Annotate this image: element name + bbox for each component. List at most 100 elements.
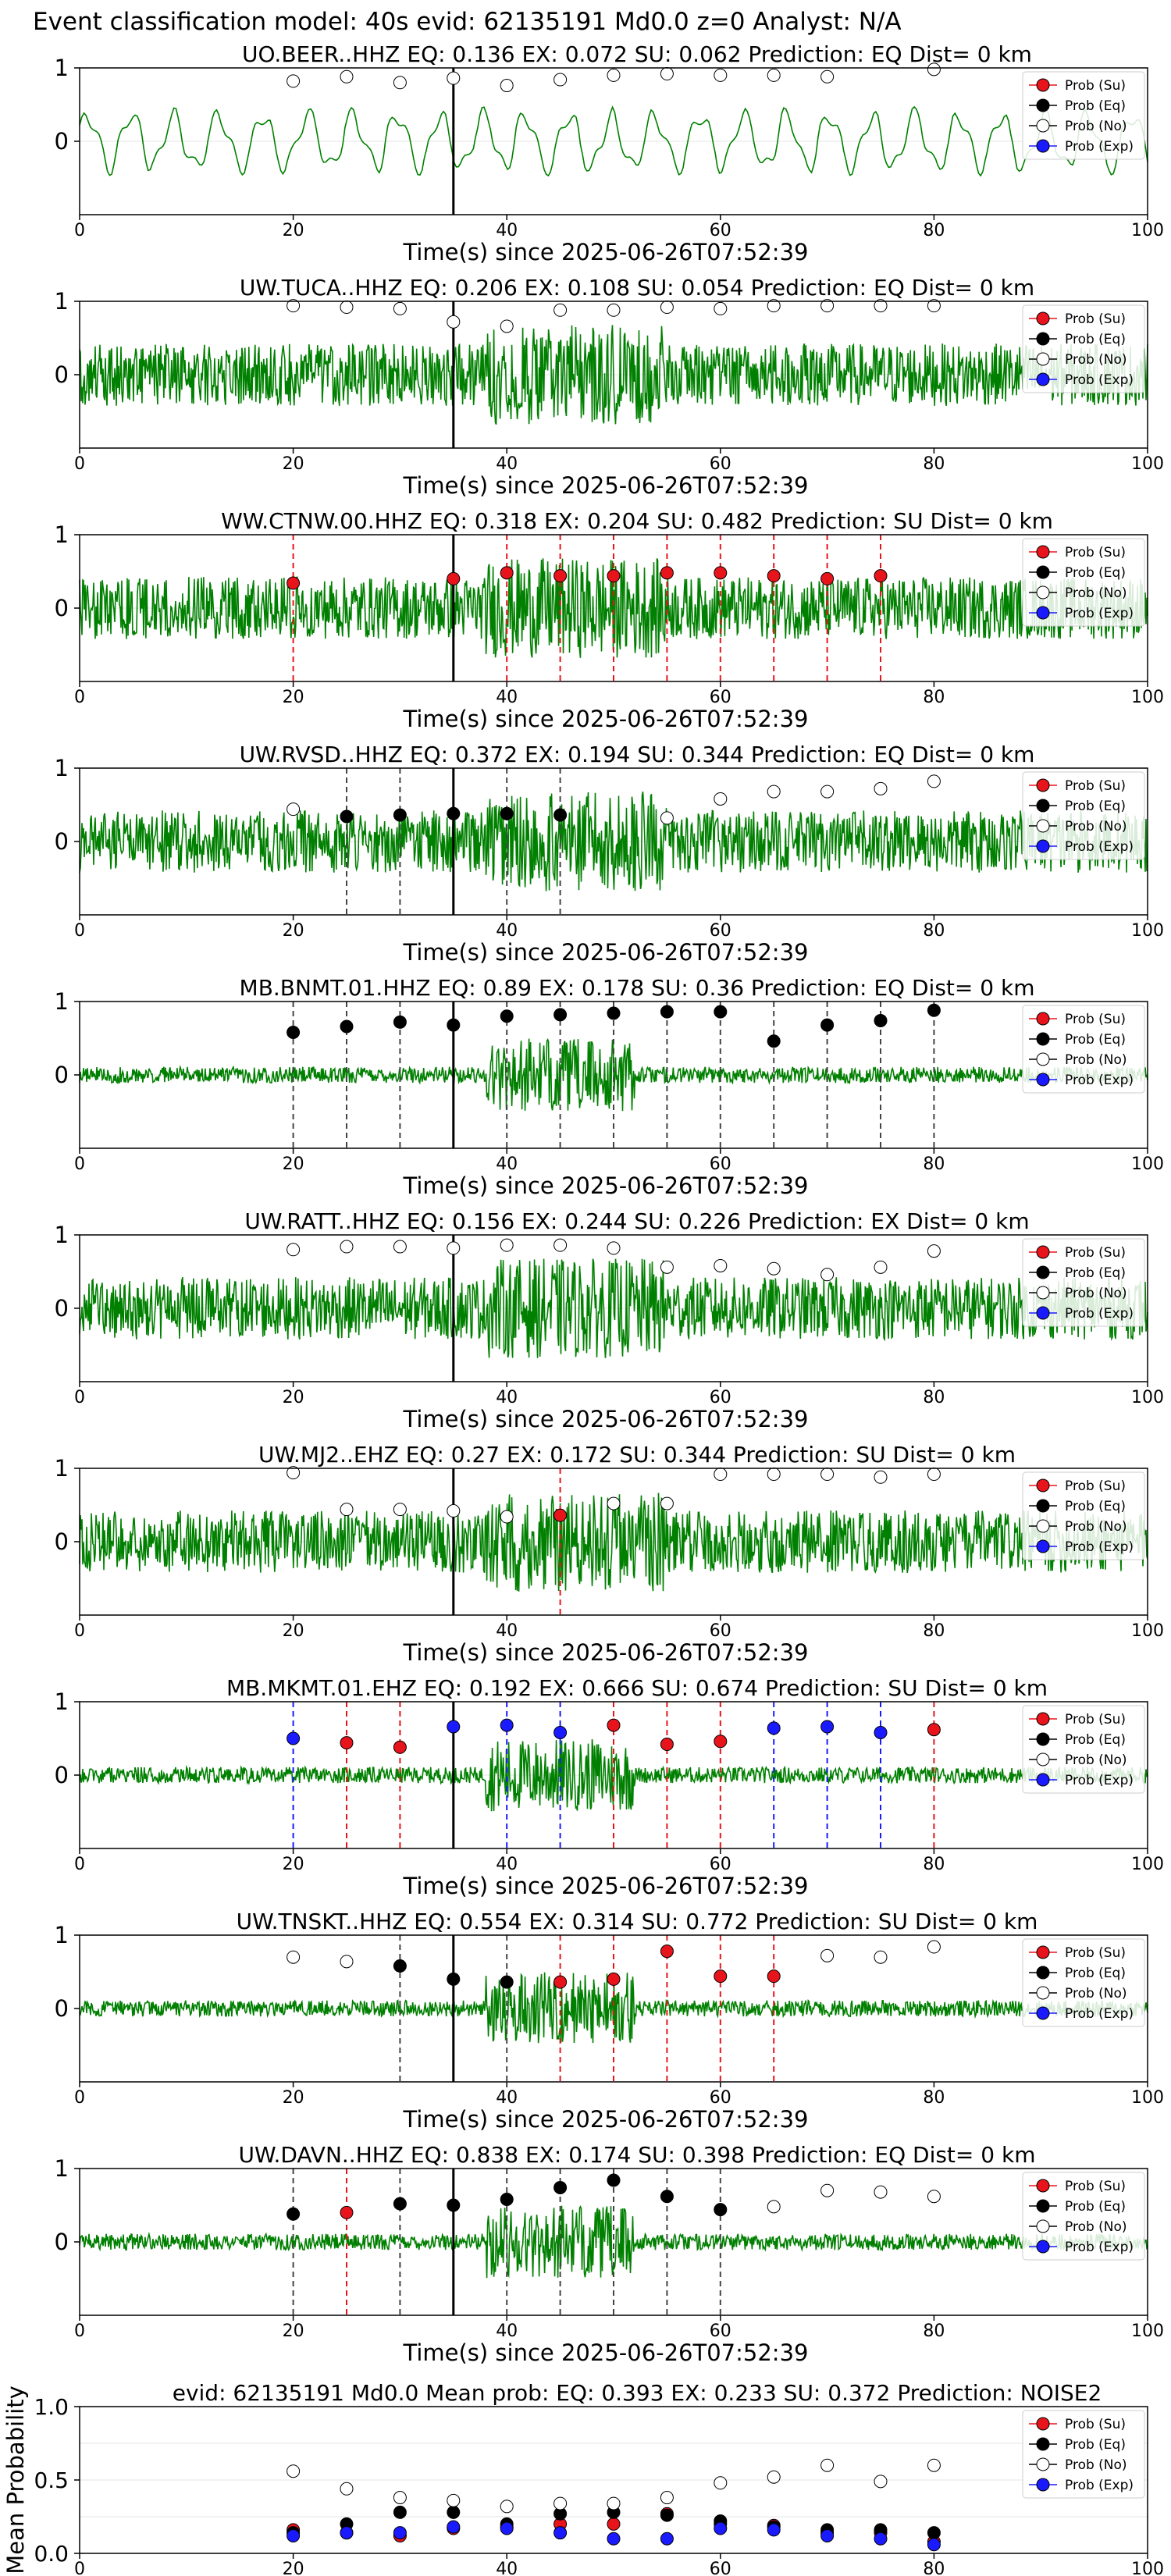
legend-label: Prob (No) (1065, 352, 1127, 368)
legend-label: Prob (Exp) (1065, 2240, 1134, 2255)
legend-marker-exp (1036, 2478, 1050, 2492)
prob-point-eq (500, 1009, 514, 1023)
x-tick-label: 20 (283, 2322, 304, 2341)
prob-point-no (874, 1470, 888, 1484)
prob-point-no (393, 301, 407, 315)
prob-point-no (927, 774, 941, 788)
prob-point-no (607, 1241, 621, 1255)
legend-label: Prob (Su) (1065, 1478, 1126, 1494)
seismic-waveform (79, 2204, 1148, 2279)
legend-marker-su (1036, 1712, 1050, 1726)
y-tick-label: 0 (55, 128, 69, 155)
prob-point-no (447, 1241, 461, 1255)
prob-point-eq (553, 1008, 568, 1022)
x-tick-label: 0 (74, 688, 85, 707)
prob-point-eq (393, 1015, 407, 1029)
prob-point-eq (767, 1034, 781, 1048)
legend-label: Prob (Eq) (1065, 1732, 1126, 1748)
x-tick-label: 20 (283, 688, 304, 707)
seismic-waveform (79, 325, 1148, 425)
prob-point-no (714, 792, 728, 806)
chart-panel-4: 0 20 40 60 80 100 1 0 UW.RVSD..HHZ EQ: 0.372 EX:… (55, 742, 1164, 966)
legend-marker-su (1036, 1012, 1050, 1026)
prob-point-exp (767, 2523, 781, 2537)
x-tick-label: 60 (710, 2322, 731, 2341)
prob-point-su (393, 1740, 407, 1754)
x-tick-label: 40 (496, 2322, 518, 2341)
x-tick-label: 100 (1131, 1621, 1164, 1641)
prob-point-eq (607, 2173, 621, 2187)
legend: Prob (Su) Prob (Eq) Prob (No) Prob (Exp) (1022, 2410, 1145, 2499)
prob-point-su (607, 569, 621, 583)
x-tick-label: 60 (710, 454, 731, 474)
legend-marker-eq (1036, 2199, 1050, 2213)
prob-point-eq (447, 806, 461, 820)
y-tick-label: 1 (55, 288, 69, 315)
legend-marker-no (1036, 1986, 1050, 2000)
prob-point-no (660, 67, 674, 81)
x-axis-label: Time(s) since 2025-06-26T07:52:39 (403, 939, 809, 966)
prob-point-no (820, 1468, 835, 1482)
prob-point-no (767, 1468, 781, 1482)
y-tick-label: 0.5 (34, 2467, 69, 2493)
prob-point-exp (553, 1725, 568, 1739)
prob-point-su (553, 569, 568, 583)
y-tick-label: 1 (55, 2155, 69, 2182)
prob-point-no (714, 68, 728, 82)
legend-label: Prob (No) (1065, 1519, 1127, 1535)
y-tick-label: 0 (55, 361, 69, 388)
y-tick-label: 0 (55, 2229, 69, 2255)
prob-point-no (500, 1510, 514, 1524)
x-tick-label: 60 (710, 1855, 731, 1874)
prob-point-no (393, 76, 407, 90)
x-tick-label: 80 (923, 1621, 945, 1641)
prob-point-no (660, 811, 674, 825)
x-tick-label: 0 (74, 1155, 85, 1174)
x-tick-label: 80 (923, 688, 945, 707)
legend-label: Prob (No) (1065, 1752, 1127, 1768)
legend-label: Prob (Exp) (1065, 2006, 1134, 2022)
legend-box (1022, 71, 1145, 160)
prob-point-no (714, 301, 728, 315)
x-tick-label: 100 (1131, 688, 1164, 707)
prob-point-no (500, 319, 514, 333)
prob-point-su (447, 571, 461, 585)
legend-marker-no (1036, 2457, 1050, 2471)
x-axis-label: Time(s) since 2025-06-26T07:52:39 (403, 1873, 809, 1899)
x-tick-label: 80 (923, 921, 945, 941)
legend-label: Prob (Exp) (1065, 2478, 1134, 2493)
y-tick-label: 1 (55, 521, 69, 548)
legend-label: Prob (Eq) (1065, 332, 1126, 347)
panel-title: WW.CTNW.00.HHZ EQ: 0.318 EX: 0.204 SU: 0… (221, 508, 1053, 534)
legend-marker-eq (1036, 1032, 1050, 1046)
legend: Prob (Su) Prob (Eq) Prob (No) Prob (Exp) (1022, 304, 1145, 393)
prob-point-no (820, 1268, 835, 1282)
x-tick-label: 20 (283, 1855, 304, 1874)
y-tick-label: 0 (55, 828, 69, 855)
y-tick-label: 1 (55, 1922, 69, 1948)
legend-label: Prob (Eq) (1065, 2437, 1126, 2453)
prob-point-no (874, 2185, 888, 2199)
x-tick-label: 20 (283, 2088, 304, 2108)
x-tick-label: 0 (74, 454, 85, 474)
prob-point-exp (393, 2526, 407, 2540)
prob-point-no (287, 2464, 301, 2478)
x-tick-label: 20 (283, 921, 304, 941)
legend-marker-su (1036, 1945, 1050, 1959)
prob-point-eq (340, 1019, 354, 1034)
x-tick-label: 60 (710, 2088, 731, 2108)
x-tick-label: 80 (923, 1155, 945, 1174)
prob-point-no (927, 2190, 941, 2204)
prob-point-eq (393, 2197, 407, 2211)
chart-panel-2: 0 20 40 60 80 100 1 0 UW.TUCA..HHZ EQ: 0.206 EX:… (55, 275, 1164, 499)
legend-marker-su (1036, 545, 1050, 559)
legend-marker-eq (1036, 1265, 1050, 1279)
legend-marker-su (1036, 78, 1050, 92)
prob-point-no (287, 299, 301, 313)
legend-box (1022, 2410, 1145, 2499)
legend-label: Prob (Eq) (1065, 2199, 1126, 2215)
x-axis-label: Time(s) since 2025-06-26T07:52:39 (403, 2339, 809, 2366)
legend: Prob (Su) Prob (Eq) Prob (No) Prob (Exp) (1022, 771, 1145, 860)
y-tick-label: 1 (55, 1455, 69, 1482)
